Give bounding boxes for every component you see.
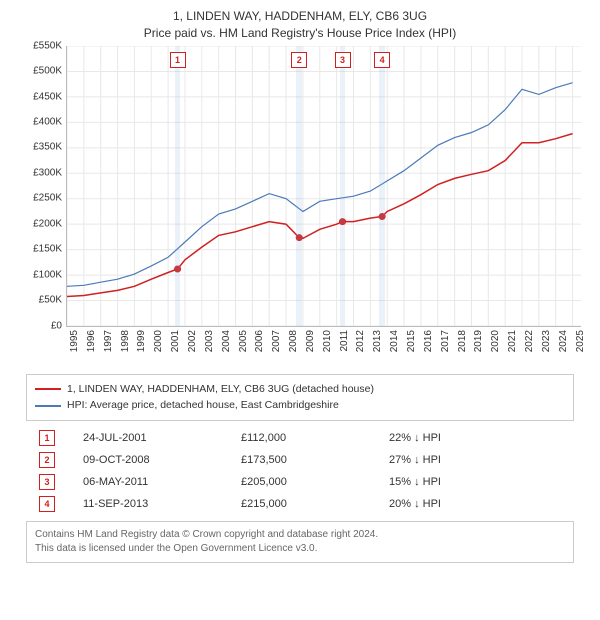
event-price: £173,500 — [237, 449, 385, 471]
x-tick-label: 2009 — [305, 330, 316, 352]
title-address: 1, LINDEN WAY, HADDENHAM, ELY, CB6 3UG — [10, 8, 590, 25]
event-delta: 15% ↓ HPI — [385, 471, 565, 493]
x-tick-label: 2017 — [440, 330, 451, 352]
y-tick-label: £350K — [33, 142, 62, 153]
title-subtitle: Price paid vs. HM Land Registry's House … — [10, 25, 590, 42]
y-tick-label: £0 — [51, 320, 62, 331]
y-tick-label: £100K — [33, 269, 62, 280]
y-tick-label: £50K — [39, 295, 62, 306]
sale-band — [379, 46, 385, 326]
x-tick-label: 2013 — [372, 330, 383, 352]
x-tick-label: 2022 — [524, 330, 535, 352]
x-tick-label: 2025 — [575, 330, 586, 352]
event-number-box: 1 — [39, 430, 55, 446]
legend-label: HPI: Average price, detached house, East… — [67, 397, 339, 414]
x-tick-label: 2016 — [423, 330, 434, 352]
legend: 1, LINDEN WAY, HADDENHAM, ELY, CB6 3UG (… — [26, 374, 574, 422]
x-tick-label: 2004 — [221, 330, 232, 352]
legend-swatch — [35, 405, 61, 407]
sale-band — [340, 46, 346, 326]
y-tick-label: £300K — [33, 167, 62, 178]
x-tick-label: 2023 — [541, 330, 552, 352]
legend-row: 1, LINDEN WAY, HADDENHAM, ELY, CB6 3UG (… — [35, 381, 565, 398]
event-date: 06-MAY-2011 — [79, 471, 237, 493]
x-tick-label: 2003 — [204, 330, 215, 352]
x-tick-label: 1999 — [136, 330, 147, 352]
y-tick-label: £500K — [33, 66, 62, 77]
x-tick-label: 2019 — [473, 330, 484, 352]
x-tick-label: 2005 — [238, 330, 249, 352]
y-axis-labels: £0£50K£100K£150K£200K£250K£300K£350K£400… — [20, 46, 64, 326]
event-price: £112,000 — [237, 427, 385, 449]
sale-marker-box: 3 — [335, 52, 351, 68]
event-number-box: 3 — [39, 474, 55, 490]
x-tick-label: 1998 — [120, 330, 131, 352]
footer-line: This data is licensed under the Open Gov… — [35, 542, 565, 556]
chart-svg — [67, 46, 581, 326]
x-tick-label: 2012 — [355, 330, 366, 352]
attribution-footer: Contains HM Land Registry data © Crown c… — [26, 521, 574, 563]
price-chart: £0 £50K £100K £150K £200K £250K £300K £350K £400… — [20, 46, 580, 366]
x-tick-label: 2014 — [389, 330, 400, 352]
x-tick-label: 2015 — [406, 330, 417, 352]
event-price: £215,000 — [237, 493, 385, 515]
x-axis-labels: 1995 1996 1997 1998 1999 2000 2001 2002 2003 2004… — [66, 328, 580, 368]
x-tick-label: 2010 — [322, 330, 333, 352]
x-tick-label: 2018 — [457, 330, 468, 352]
y-tick-label: £250K — [33, 193, 62, 204]
event-date: 11-SEP-2013 — [79, 493, 237, 515]
sale-event-row: 1 24-JUL-2001£112,00022% ↓ HPI — [35, 427, 565, 449]
sale-band — [296, 46, 302, 326]
sale-band — [175, 46, 181, 326]
event-delta: 22% ↓ HPI — [385, 427, 565, 449]
x-tick-label: 2024 — [558, 330, 569, 352]
sale-event-row: 4 11-SEP-2013£215,00020% ↓ HPI — [35, 493, 565, 515]
event-date: 24-JUL-2001 — [79, 427, 237, 449]
event-price: £205,000 — [237, 471, 385, 493]
x-tick-label: 1996 — [86, 330, 97, 352]
x-tick-label: 2021 — [507, 330, 518, 352]
chart-titles: 1, LINDEN WAY, HADDENHAM, ELY, CB6 3UG P… — [10, 8, 590, 42]
x-tick-label: 2008 — [288, 330, 299, 352]
sale-marker-box: 4 — [374, 52, 390, 68]
sale-marker-box: 1 — [170, 52, 186, 68]
sale-events-table: 1 24-JUL-2001£112,00022% ↓ HPI 2 09-OCT-200… — [35, 427, 565, 515]
sale-event-row: 3 06-MAY-2011£205,00015% ↓ HPI — [35, 471, 565, 493]
page: 1, LINDEN WAY, HADDENHAM, ELY, CB6 3UG P… — [0, 0, 600, 620]
y-tick-label: £400K — [33, 116, 62, 127]
x-tick-label: 2002 — [187, 330, 198, 352]
y-tick-label: £150K — [33, 244, 62, 255]
sale-event-row: 2 09-OCT-2008£173,50027% ↓ HPI — [35, 449, 565, 471]
x-tick-label: 2020 — [490, 330, 501, 352]
x-tick-label: 2001 — [170, 330, 181, 352]
x-tick-label: 2007 — [271, 330, 282, 352]
event-delta: 20% ↓ HPI — [385, 493, 565, 515]
event-date: 09-OCT-2008 — [79, 449, 237, 471]
event-delta: 27% ↓ HPI — [385, 449, 565, 471]
x-tick-label: 2000 — [153, 330, 164, 352]
x-tick-label: 1995 — [69, 330, 80, 352]
y-tick-label: £450K — [33, 91, 62, 102]
y-tick-label: £550K — [33, 40, 62, 51]
x-tick-label: 2011 — [339, 330, 350, 352]
plot-area: 1 2 3 4 — [66, 46, 581, 327]
event-number-box: 2 — [39, 452, 55, 468]
x-tick-label: 2006 — [254, 330, 265, 352]
sale-marker-box: 2 — [291, 52, 307, 68]
y-tick-label: £200K — [33, 218, 62, 229]
legend-label: 1, LINDEN WAY, HADDENHAM, ELY, CB6 3UG (… — [67, 381, 374, 398]
footer-line: Contains HM Land Registry data © Crown c… — [35, 528, 565, 542]
x-tick-label: 1997 — [103, 330, 114, 352]
legend-swatch — [35, 388, 61, 390]
event-number-box: 4 — [39, 496, 55, 512]
legend-row: HPI: Average price, detached house, East… — [35, 397, 565, 414]
